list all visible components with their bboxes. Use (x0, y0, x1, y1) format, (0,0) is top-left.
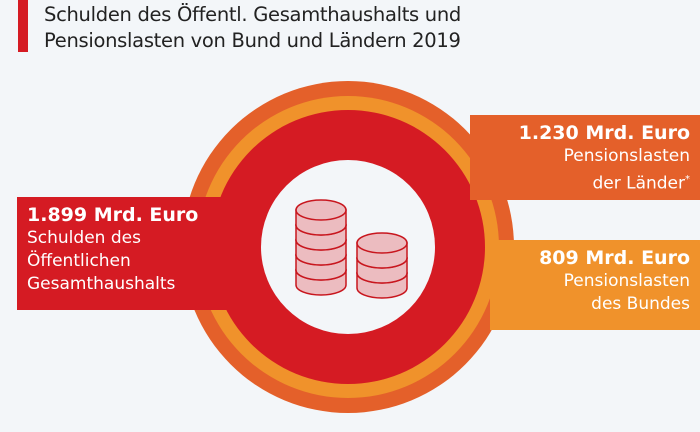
laender-label: der Länder* (480, 168, 690, 196)
title-accent-bar (18, 0, 28, 52)
title-line-2: Pensionslasten von Bund und Ländern 2019 (44, 29, 461, 52)
page-title: Schulden des Öffentl. Gesamthaushalts un… (44, 2, 461, 54)
bund-label: des Bundes (591, 294, 690, 314)
laender-label-box: 1.230 Mrd. Euro Pensionslasten der Länder* (470, 115, 700, 200)
bund-label: Pensionslasten (563, 271, 690, 291)
debt-label: Gesamthaushalts (27, 274, 176, 294)
inner-circle (261, 160, 435, 334)
coin-top (356, 232, 408, 254)
coin-stacks-icon (295, 199, 408, 299)
debt-label: Schulden des (27, 228, 141, 248)
debt-label-box: 1.899 Mrd. Euro Schulden des Öffentlichen G… (17, 197, 228, 310)
bund-value: 809 Mrd. Euro (539, 247, 690, 269)
footnote-marker: * (685, 174, 690, 185)
laender-label-text: der Länder (592, 173, 685, 194)
coin-top (295, 199, 347, 221)
debt-label: Öffentlichen (27, 251, 131, 271)
bund-label-box: 809 Mrd. Euro Pensionslasten des Bundes (490, 240, 700, 330)
laender-value: 1.230 Mrd. Euro (518, 122, 690, 144)
debt-value: 1.899 Mrd. Euro (27, 204, 199, 226)
laender-label: Pensionslasten (563, 146, 690, 166)
title-line-1: Schulden des Öffentl. Gesamthaushalts un… (44, 3, 462, 26)
